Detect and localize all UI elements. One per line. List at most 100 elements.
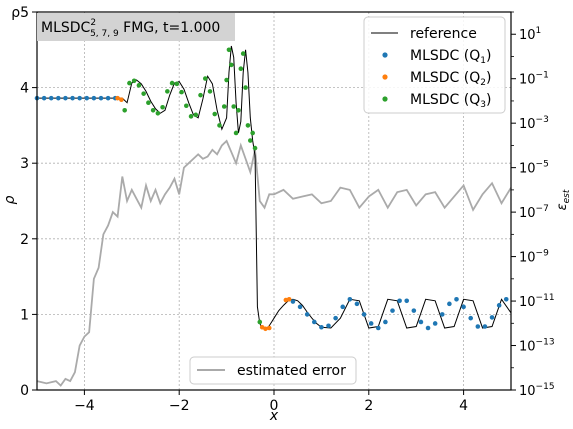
data-point-q3 [198, 92, 203, 98]
y2-tick-exponent: −7 [536, 204, 549, 214]
data-point-q3 [236, 107, 241, 113]
title-suffix: FMG, t=1.000 [119, 20, 221, 36]
y-tick-label: 0 [20, 383, 29, 399]
data-point-q3 [226, 47, 232, 53]
grid-layer [37, 12, 511, 390]
data-point-q3 [217, 123, 222, 128]
legend-swatch-q3 [382, 96, 388, 102]
data-point-q3 [150, 107, 156, 113]
data-point-q3 [248, 138, 253, 143]
legend-label-reference: reference [410, 26, 477, 42]
legend-label-q3: MLSDC (Q [410, 92, 480, 108]
data-point-q1 [105, 95, 111, 101]
data-point-q3 [146, 100, 151, 106]
data-point-q1 [361, 312, 367, 317]
y2-axis-label: εest [555, 189, 572, 210]
data-point-q1 [439, 312, 445, 317]
data-point-q1 [425, 325, 431, 331]
data-point-q1 [454, 296, 459, 302]
data-point-q1 [41, 95, 47, 101]
x-tick-layer: −4 −2 0 2 4 [74, 390, 468, 414]
svg-text:MLSDC (Q1): MLSDC (Q1) [410, 48, 491, 66]
data-point-q1 [496, 303, 502, 308]
y2-tick-label: 10−5 [519, 160, 549, 177]
y2-tick-exponent: −1 [536, 71, 549, 81]
y2-tick-label: 10−3 [519, 115, 549, 132]
y2-tick-label: 10−9 [519, 249, 549, 266]
legend-label-q2: MLSDC (Q [410, 70, 480, 86]
y-tick-layer: 0 1 2 3 4 ρ5 [11, 5, 37, 399]
data-point-q3 [231, 104, 237, 109]
data-point-q1 [333, 315, 338, 321]
data-point-q1 [468, 315, 474, 321]
data-point-q1 [461, 304, 466, 310]
data-point-q3 [243, 85, 248, 90]
data-point-q3 [245, 123, 251, 128]
data-point-q3 [136, 83, 142, 88]
data-point-q3 [127, 80, 132, 86]
legend-sub-q2: 2 [480, 78, 486, 88]
data-point-q1 [368, 321, 374, 326]
legend-close-q3: ) [486, 92, 491, 108]
data-point-q1 [354, 301, 360, 307]
data-point-q1 [63, 95, 68, 101]
y2-tick-label: 10−7 [519, 204, 549, 221]
data-point-q3 [160, 104, 165, 110]
data-point-q2 [115, 95, 120, 101]
data-point-q3 [233, 130, 239, 136]
legend-close-q1: ) [486, 48, 491, 64]
dot-series-layer [34, 47, 509, 332]
svg-text:MLSDC (Q3): MLSDC (Q3) [410, 92, 491, 110]
y2-tick-exponent: −13 [536, 338, 555, 348]
data-point-q1 [311, 319, 317, 325]
data-point-q3 [229, 62, 234, 68]
data-point-q1 [77, 95, 82, 101]
data-point-q3 [221, 104, 227, 109]
legend-close-q2: ) [486, 70, 491, 86]
y-tick-label: ρ5 [11, 5, 29, 21]
svg-text:MLSDC (Q2): MLSDC (Q2) [410, 70, 491, 88]
data-point-q3 [188, 114, 194, 119]
y2-tick-label: 10−13 [519, 338, 555, 355]
legend-label-q1: MLSDC (Q [410, 48, 480, 64]
title-box: MLSDC2 5, 7, 9 FMG, t=1.000 [37, 13, 235, 41]
legend-label-error: estimated error [237, 363, 346, 379]
svg-text:εest: εest [555, 189, 572, 210]
x-tick-label: 4 [459, 398, 468, 414]
data-point-q1 [475, 324, 481, 329]
data-point-q1 [489, 315, 495, 320]
y2-tick-exponent: −11 [536, 293, 555, 303]
data-point-q1 [340, 304, 346, 310]
y-axis-label: ρ [2, 195, 18, 204]
y2-tick-exponent: −5 [536, 160, 549, 170]
data-point-q2 [263, 326, 268, 332]
title-sup: 2 [90, 18, 96, 28]
data-point-q3 [202, 76, 208, 81]
y-tick-label: 1 [20, 307, 29, 323]
data-point-q1 [56, 95, 61, 101]
data-point-q3 [165, 89, 170, 94]
data-point-q1 [70, 95, 75, 101]
data-point-q1 [503, 296, 509, 302]
y2-tick-label: 10−1 [519, 71, 549, 88]
data-point-q1 [375, 325, 381, 331]
x-axis-label: x [269, 408, 279, 424]
data-point-q3 [250, 130, 255, 136]
y-tick-label: 2 [20, 232, 29, 248]
data-point-q3 [238, 66, 244, 71]
y2-tick-exponent: −3 [536, 115, 549, 125]
data-point-q1 [482, 324, 488, 329]
data-point-q2 [286, 296, 292, 302]
data-point-q1 [418, 319, 424, 325]
x-tick-label: 2 [364, 398, 373, 414]
x-tick-label: −2 [169, 398, 190, 414]
x-tick-label: 0 [270, 398, 279, 414]
y-tick-label: 4 [20, 81, 29, 97]
data-point-q3 [207, 89, 213, 94]
data-point-q1 [383, 319, 388, 325]
data-point-q1 [304, 312, 310, 317]
data-point-q1 [91, 95, 97, 101]
data-point-q1 [297, 304, 303, 310]
x-tick-label: −4 [74, 398, 95, 414]
